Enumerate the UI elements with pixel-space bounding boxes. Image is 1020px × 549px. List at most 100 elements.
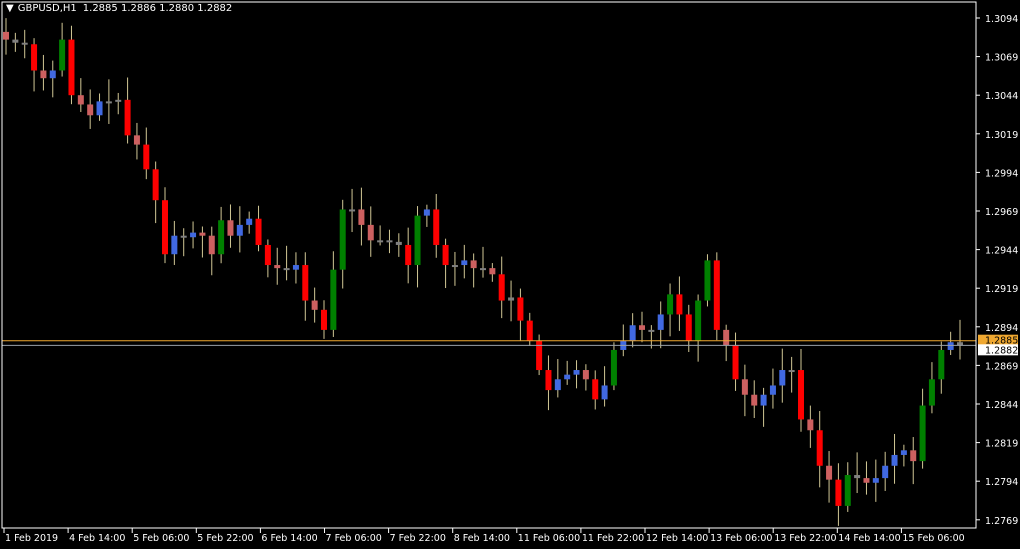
y-tick-label: 1.2944 <box>985 246 1018 257</box>
x-tick-label: 5 Feb 22:00 <box>197 533 253 544</box>
candle-body <box>489 268 496 275</box>
y-tick-label: 1.2844 <box>985 400 1018 411</box>
candle-body <box>227 220 234 236</box>
candle-body <box>442 244 449 266</box>
candle-body <box>536 340 543 371</box>
chart-title: ▼ GBPUSD,H1 1.2885 1.2886 1.2880 1.2882 <box>6 3 232 14</box>
candle-body <box>610 349 617 386</box>
y-tick-label: 1.2969 <box>985 207 1018 218</box>
candle-body <box>592 379 599 400</box>
candle-body <box>582 370 589 380</box>
candle-body <box>433 209 440 245</box>
x-tick-label: 7 Feb 06:00 <box>326 533 382 544</box>
y-tick-label: 1.3019 <box>985 130 1018 141</box>
x-tick-label: 4 Feb 14:00 <box>69 533 125 544</box>
triangle-down-icon[interactable]: ▼ <box>6 3 14 14</box>
candle-body <box>40 70 47 79</box>
candle-body <box>900 450 907 455</box>
candle-body <box>124 99 131 136</box>
y-tick-label: 1.2994 <box>985 168 1018 179</box>
candle-body <box>367 224 374 241</box>
candle-body <box>321 309 327 330</box>
candle-body <box>676 294 683 315</box>
candle-body <box>910 450 917 462</box>
candle-body <box>816 430 823 466</box>
candle-body <box>292 265 299 270</box>
candle-body <box>769 385 776 395</box>
candle-body <box>882 465 889 479</box>
candle-body <box>12 39 19 43</box>
candle-body <box>105 101 112 104</box>
x-tick-label: 6 Feb 14:00 <box>261 533 317 544</box>
candle-body <box>451 265 458 268</box>
y-tick-label: 1.2819 <box>985 439 1018 450</box>
candle-body <box>601 385 608 400</box>
candle-body <box>68 39 75 96</box>
x-tick-label: 7 Feb 22:00 <box>390 533 446 544</box>
candle-body <box>723 329 730 346</box>
candle-body <box>423 209 430 216</box>
x-tick-label: 12 Feb 14:00 <box>646 533 708 544</box>
candle-body <box>639 325 645 330</box>
x-tick-label: 13 Feb 06:00 <box>710 533 772 544</box>
ohlc-readout: 1.2885 1.2886 1.2880 1.2882 <box>82 3 233 14</box>
candle-body <box>685 314 692 341</box>
candle-body <box>302 265 309 301</box>
y-tick-label: 1.2769 <box>985 516 1018 527</box>
y-tick-label: 1.2869 <box>985 361 1018 372</box>
candle-body <box>133 135 140 145</box>
candle-body <box>246 218 253 225</box>
candle-body <box>311 300 318 310</box>
candle-body <box>517 297 524 321</box>
candle-body <box>339 209 346 270</box>
candle-body <box>31 44 38 71</box>
x-tick-label: 13 Feb 22:00 <box>774 533 836 544</box>
candle-body <box>190 232 197 238</box>
candle-body <box>807 419 814 431</box>
y-tick-label: 1.3069 <box>985 53 1018 64</box>
candle-body <box>96 101 103 116</box>
candle-body <box>3 31 9 40</box>
candle-body <box>218 220 225 255</box>
candle-body <box>498 274 505 301</box>
y-tick-label: 1.3044 <box>985 91 1018 102</box>
candle-body <box>508 297 515 301</box>
candle-body <box>283 268 290 271</box>
bid-price-label-bg <box>978 344 1018 356</box>
candle-body <box>255 218 262 245</box>
candle-body <box>526 320 533 341</box>
x-tick-label: 15 Feb 06:00 <box>902 533 964 544</box>
candle-body <box>798 370 804 420</box>
candle-body <box>872 478 879 483</box>
candle-body <box>751 394 758 406</box>
candle-body <box>480 268 486 271</box>
y-tick-label: 1.2919 <box>985 284 1018 295</box>
candle-body <box>77 95 84 105</box>
symbol-label: GBPUSD,H1 <box>17 3 77 14</box>
candle-body <box>863 478 870 483</box>
candle-body <box>919 405 926 462</box>
x-tick-label: 8 Feb 14:00 <box>454 533 510 544</box>
candle-body <box>573 370 580 375</box>
candle-body <box>648 329 655 332</box>
candle-body <box>554 379 561 391</box>
candle-body <box>835 479 842 506</box>
candle-body <box>143 144 150 170</box>
candle-body <box>208 235 215 255</box>
candle-body <box>405 244 412 266</box>
candle-body <box>162 200 168 255</box>
candle-body <box>21 42 28 45</box>
candle-body <box>274 265 281 269</box>
candle-body <box>171 235 178 255</box>
y-tick-label: 1.2794 <box>985 477 1018 488</box>
candle-body <box>180 235 187 238</box>
candle-body <box>49 70 56 79</box>
candle-body <box>330 269 337 330</box>
candle-body <box>386 240 393 243</box>
candle-body <box>704 260 711 301</box>
x-tick-label: 11 Feb 06:00 <box>518 533 580 544</box>
candle-body <box>349 209 356 212</box>
candle-body <box>59 39 66 71</box>
candle-body <box>545 370 552 391</box>
